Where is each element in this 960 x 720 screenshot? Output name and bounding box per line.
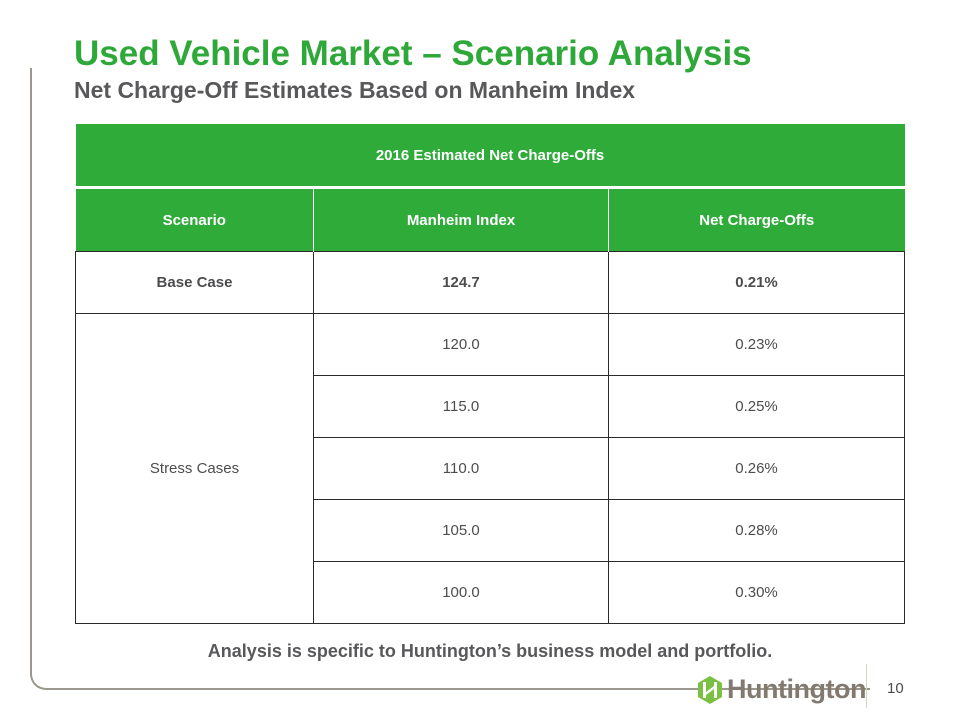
column-header-scenario: Scenario xyxy=(75,187,314,252)
scenario-table: 2016 Estimated Net Charge-Offs Scenario … xyxy=(75,124,906,624)
table-header-row: Scenario Manheim Index Net Charge-Offs xyxy=(75,187,905,252)
scenario-cell-stress: Stress Cases xyxy=(75,313,314,624)
net-charge-offs-cell: 0.21% xyxy=(607,251,906,314)
slide-subtitle: Net Charge-Off Estimates Based on Manhei… xyxy=(74,77,636,103)
huntington-logo: Huntington xyxy=(697,674,866,705)
manheim-index-cell: 100.0 xyxy=(313,561,609,624)
slide-title: Used Vehicle Market – Scenario Analysis xyxy=(74,34,752,73)
manheim-index-cell: 105.0 xyxy=(313,499,609,562)
column-header-manheim-index: Manheim Index xyxy=(313,187,609,252)
manheim-index-cell: 115.0 xyxy=(313,375,609,438)
table-row: 105.0 0.28% xyxy=(76,499,906,562)
huntington-hexagon-logo-icon xyxy=(698,675,722,704)
scenario-table-container: 2016 Estimated Net Charge-Offs Scenario … xyxy=(75,124,906,624)
table-caption-row: 2016 Estimated Net Charge-Offs xyxy=(75,124,905,189)
page-number: 10 xyxy=(887,680,904,697)
table-row: 100.0 0.30% xyxy=(76,561,906,624)
logo-wordmark: Huntington xyxy=(727,674,866,704)
table-row: 110.0 0.26% xyxy=(76,437,906,500)
net-charge-offs-cell: 0.23% xyxy=(607,313,906,376)
net-charge-offs-cell: 0.26% xyxy=(607,437,906,500)
table-row-base-case: Base Case 124.7 0.21% xyxy=(75,251,906,314)
manheim-index-cell: 110.0 xyxy=(313,437,609,500)
slide-frame-border xyxy=(30,68,870,690)
table-caption: 2016 Estimated Net Charge-Offs xyxy=(75,124,905,189)
footnote: Analysis is specific to Huntington’s bus… xyxy=(207,641,773,661)
manheim-index-cell: 120.0 xyxy=(313,313,609,376)
net-charge-offs-cell: 0.28% xyxy=(607,499,906,562)
table-row: Stress Cases 120.0 0.23% xyxy=(75,313,906,624)
column-header-net-charge-offs: Net Charge-Offs xyxy=(608,187,905,252)
net-charge-offs-cell: 0.25% xyxy=(607,375,906,438)
footer-divider xyxy=(866,664,867,708)
manheim-index-cell: 124.7 xyxy=(313,251,609,314)
net-charge-offs-cell: 0.30% xyxy=(607,561,906,624)
scenario-cell: Base Case xyxy=(75,251,314,314)
